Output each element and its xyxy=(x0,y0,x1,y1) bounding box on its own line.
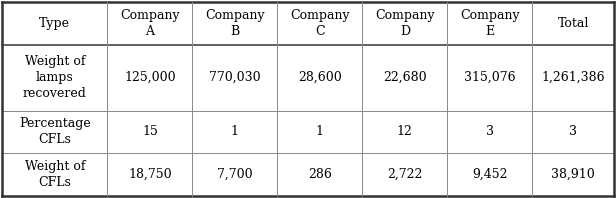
Text: 1,261,386: 1,261,386 xyxy=(541,71,605,84)
Text: 9,452: 9,452 xyxy=(472,168,508,181)
Bar xyxy=(2,111,107,153)
Bar xyxy=(277,2,362,45)
Bar xyxy=(107,2,192,45)
Text: Weight of
lamps
recovered: Weight of lamps recovered xyxy=(23,55,87,100)
Bar xyxy=(192,153,277,196)
Bar xyxy=(277,111,362,153)
Bar xyxy=(2,45,107,111)
Text: Company
D: Company D xyxy=(375,9,435,38)
Text: 28,600: 28,600 xyxy=(298,71,342,84)
Bar xyxy=(447,45,532,111)
Text: 7,700: 7,700 xyxy=(217,168,253,181)
Bar xyxy=(2,153,107,196)
Text: 3: 3 xyxy=(569,126,577,138)
Text: Company
A: Company A xyxy=(120,9,180,38)
Bar xyxy=(532,45,614,111)
Text: 315,076: 315,076 xyxy=(464,71,516,84)
Bar xyxy=(277,45,362,111)
Bar xyxy=(192,111,277,153)
Text: 3: 3 xyxy=(486,126,494,138)
Text: Weight of
CFLs: Weight of CFLs xyxy=(25,160,85,189)
Bar xyxy=(362,45,447,111)
Text: 2,722: 2,722 xyxy=(387,168,423,181)
Bar xyxy=(277,153,362,196)
Bar xyxy=(532,111,614,153)
Bar xyxy=(447,2,532,45)
Bar xyxy=(362,2,447,45)
Bar xyxy=(107,111,192,153)
Text: 38,910: 38,910 xyxy=(551,168,595,181)
Bar xyxy=(532,2,614,45)
Text: 125,000: 125,000 xyxy=(124,71,176,84)
Text: 12: 12 xyxy=(397,126,413,138)
Bar xyxy=(447,153,532,196)
Text: 18,750: 18,750 xyxy=(128,168,172,181)
Bar xyxy=(362,153,447,196)
Text: Type: Type xyxy=(39,17,70,30)
Bar xyxy=(107,45,192,111)
Bar xyxy=(447,111,532,153)
Text: Company
E: Company E xyxy=(460,9,520,38)
Bar xyxy=(192,45,277,111)
Text: Total: Total xyxy=(557,17,589,30)
Text: 1: 1 xyxy=(316,126,324,138)
Text: 770,030: 770,030 xyxy=(209,71,261,84)
Text: 1: 1 xyxy=(231,126,239,138)
Bar xyxy=(107,153,192,196)
Bar xyxy=(2,2,107,45)
Text: 22,680: 22,680 xyxy=(383,71,427,84)
Text: Percentage
CFLs: Percentage CFLs xyxy=(19,117,91,147)
Text: 15: 15 xyxy=(142,126,158,138)
Text: Company
B: Company B xyxy=(205,9,265,38)
Text: 286: 286 xyxy=(308,168,332,181)
Bar xyxy=(532,153,614,196)
Bar xyxy=(362,111,447,153)
Text: Company
C: Company C xyxy=(290,9,350,38)
Bar xyxy=(192,2,277,45)
